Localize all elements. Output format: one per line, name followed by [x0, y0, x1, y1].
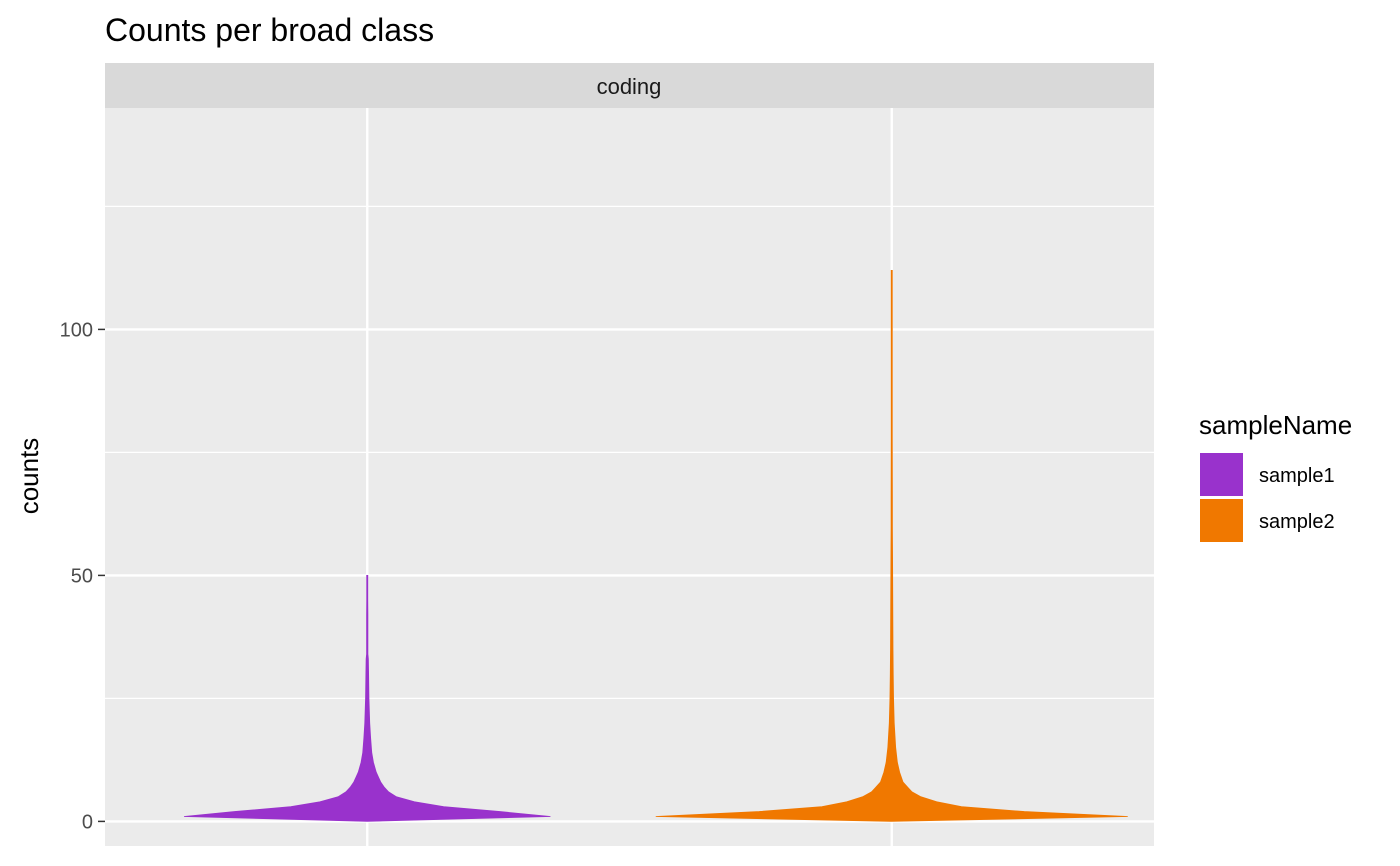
legend-key-sample1 [1200, 453, 1243, 496]
legend: sampleName sample1 sample2 [1199, 410, 1352, 542]
y-tick-label: 100 [60, 319, 93, 341]
y-tick-label: 50 [71, 565, 93, 587]
facet-strip [105, 63, 1154, 108]
facet-label: coding [597, 74, 662, 99]
plot-panel [105, 108, 1154, 846]
y-axis: 0 50 100 [60, 319, 105, 833]
y-tick-label: 0 [82, 811, 93, 833]
legend-key-sample2 [1200, 499, 1243, 542]
legend-label-sample1: sample1 [1259, 465, 1335, 487]
violins [184, 269, 1128, 822]
chart-title: Counts per broad class [105, 12, 434, 48]
legend-label-sample2: sample2 [1259, 511, 1335, 533]
violin-sample1 [184, 575, 551, 822]
y-axis-title: counts [14, 438, 44, 515]
violin-sample2 [655, 269, 1128, 822]
legend-title: sampleName [1199, 410, 1352, 440]
